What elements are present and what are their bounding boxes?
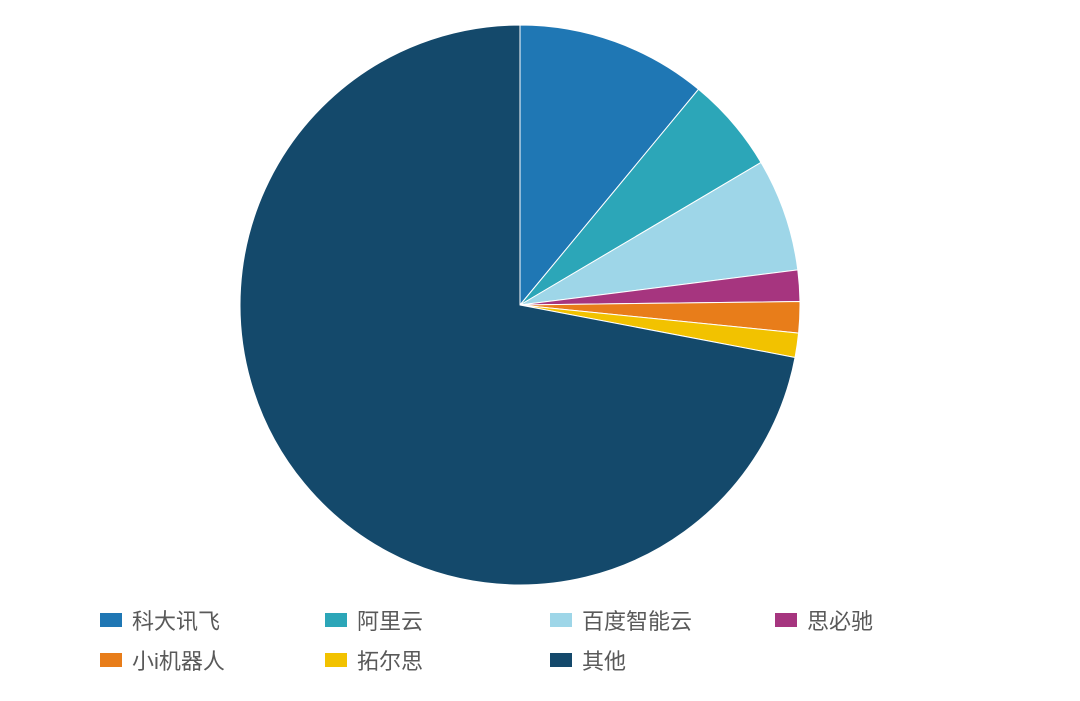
legend-marker: [100, 653, 122, 667]
legend-label: 科大讯飞: [132, 604, 220, 636]
pie-chart-container: 科大讯飞 阿里云 百度智能云 思必驰小i机器人 拓尔思 其他: [0, 0, 1080, 701]
legend-label: 阿里云: [357, 604, 423, 636]
legend-item: 百度智能云: [550, 600, 775, 640]
legend-item: 阿里云: [325, 600, 550, 640]
legend-marker: [550, 653, 572, 667]
legend-label: 其他: [582, 644, 626, 676]
legend-item: 科大讯飞: [100, 600, 325, 640]
legend-marker: [775, 613, 797, 627]
legend-item: 思必驰: [775, 600, 1000, 640]
legend-item: 其他: [550, 640, 775, 680]
legend-marker: [550, 613, 572, 627]
legend-label: 小i机器人: [132, 644, 225, 676]
legend: 科大讯飞 阿里云 百度智能云 思必驰小i机器人 拓尔思 其他: [100, 600, 1000, 680]
legend-marker: [325, 613, 347, 627]
legend-item: 拓尔思: [325, 640, 550, 680]
legend-label: 百度智能云: [582, 604, 692, 636]
legend-item: 小i机器人: [100, 640, 325, 680]
legend-label: 拓尔思: [357, 644, 423, 676]
legend-label: 思必驰: [807, 604, 873, 636]
legend-marker: [325, 653, 347, 667]
legend-marker: [100, 613, 122, 627]
pie-chart: [0, 0, 1080, 701]
